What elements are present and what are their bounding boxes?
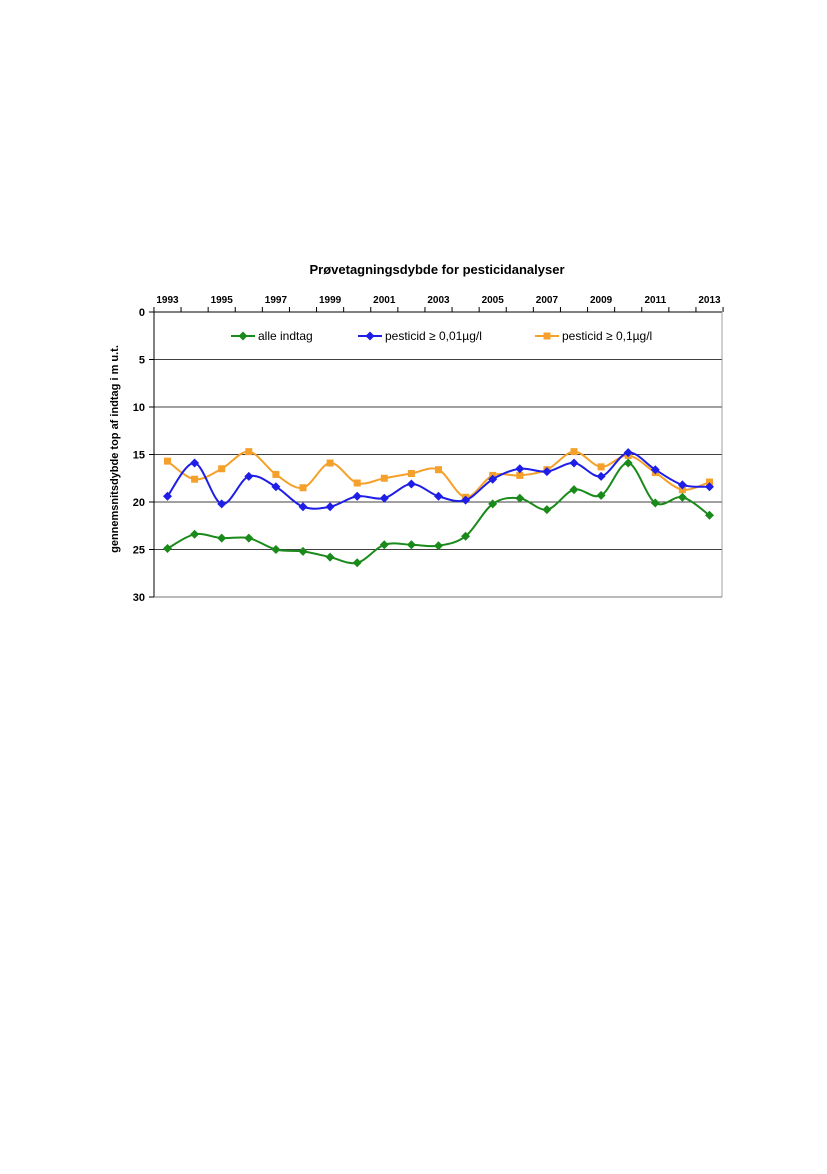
data-point (706, 478, 713, 486)
data-point (461, 531, 471, 541)
data-point (623, 448, 633, 458)
x-tick-label: 1993 (156, 295, 179, 306)
data-point (298, 546, 308, 556)
legend-item: alle indtag (231, 329, 313, 343)
x-tick-label: 1995 (211, 295, 234, 306)
data-point (190, 529, 200, 539)
data-point (434, 541, 443, 551)
legend-marker (543, 332, 551, 340)
data-point (164, 457, 171, 465)
data-point (623, 458, 633, 468)
data-point (217, 499, 227, 509)
data-point (244, 533, 254, 543)
data-point (245, 448, 253, 456)
legend-marker (238, 331, 248, 341)
x-tick-label: 1999 (319, 295, 342, 306)
data-point (705, 510, 714, 520)
data-point (516, 471, 524, 479)
data-point (298, 502, 308, 512)
data-point (406, 540, 416, 550)
series-layer (163, 448, 714, 568)
legend-item: pesticid ≥ 0,1µg/l (535, 329, 652, 343)
data-point (705, 482, 714, 492)
data-point (325, 552, 335, 562)
data-point (379, 540, 389, 550)
series-1 (163, 448, 714, 512)
data-point (461, 495, 471, 505)
data-point (515, 493, 525, 503)
data-point (678, 486, 686, 494)
x-tick-label: 2005 (482, 295, 505, 306)
y-tick-label: 20 (133, 497, 145, 509)
x-tick-label: 2001 (373, 295, 396, 306)
data-point (244, 471, 254, 481)
x-tick-label: 2009 (590, 295, 613, 306)
data-point (353, 479, 361, 487)
data-point (677, 492, 687, 502)
data-point (488, 474, 498, 484)
y-tick-label: 5 (139, 355, 145, 367)
axes: 0 5 10 15 20 25 30 1993 1995 1997 1999 2001 2003 2005… (133, 295, 724, 604)
data-point (163, 491, 172, 501)
data-point (352, 491, 362, 501)
data-point (596, 471, 606, 481)
data-point (325, 502, 335, 512)
data-point (271, 545, 281, 554)
data-point (488, 499, 498, 509)
data-point (515, 464, 525, 474)
legend-label: alle indtag (258, 329, 313, 343)
data-point (407, 470, 415, 477)
data-point (569, 485, 579, 495)
data-point (542, 505, 552, 515)
data-point (379, 493, 389, 503)
data-point (190, 458, 200, 468)
x-tick-label: 2003 (427, 295, 450, 306)
data-point (380, 474, 388, 482)
legend-label: pesticid ≥ 0,01µg/l (385, 329, 482, 343)
data-point (434, 491, 443, 501)
y-tick-label: 15 (133, 450, 145, 462)
data-point (596, 490, 606, 500)
series-0 (163, 458, 714, 568)
data-point (272, 470, 280, 478)
data-point (435, 466, 442, 474)
x-tick-label: 2007 (536, 295, 559, 306)
data-point (299, 484, 307, 492)
data-point (271, 482, 281, 492)
data-point (406, 479, 416, 489)
x-tick-label: 1997 (265, 295, 288, 306)
data-point (569, 458, 579, 468)
data-point (191, 475, 199, 483)
legend: alle indtag pesticid ≥ 0,01µg/l pesticid ≥… (231, 329, 652, 343)
data-point (650, 465, 660, 475)
data-point (542, 467, 552, 477)
chart-title: Prøvetagningsdybde for pesticidanalyser (309, 262, 564, 277)
data-point (597, 463, 605, 471)
data-point (217, 533, 227, 543)
data-point (163, 544, 172, 554)
y-axis-label: gennemsnitsdybde top af indtag i m u.t. (109, 345, 121, 553)
y-tick-label: 25 (133, 545, 145, 557)
y-tick-label: 0 (139, 307, 145, 319)
data-point (326, 459, 334, 467)
data-point (352, 558, 362, 568)
y-tick-label: 30 (133, 592, 145, 604)
data-point (570, 448, 578, 456)
legend-item: pesticid ≥ 0,01µg/l (358, 329, 482, 343)
data-point (677, 480, 687, 490)
legend-label: pesticid ≥ 0,1µg/l (562, 329, 652, 343)
y-tick-label: 10 (133, 402, 145, 414)
legend-marker (365, 331, 375, 341)
data-point (650, 498, 660, 508)
x-tick-label: 2011 (644, 295, 666, 306)
x-tick-label: 2013 (698, 295, 721, 306)
data-point (218, 465, 226, 473)
